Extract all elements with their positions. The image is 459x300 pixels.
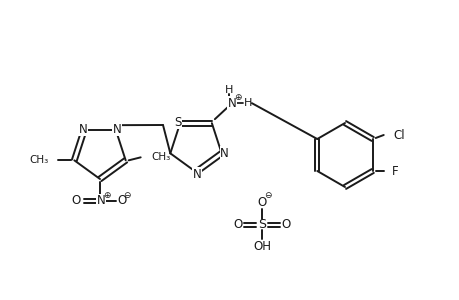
Text: O: O	[71, 194, 80, 208]
Text: N: N	[192, 167, 201, 181]
Text: N: N	[78, 123, 87, 136]
Text: OH: OH	[252, 241, 270, 254]
Text: H: H	[243, 98, 252, 108]
Text: Cl: Cl	[393, 128, 404, 142]
Text: S: S	[257, 218, 265, 232]
Text: O: O	[117, 194, 126, 208]
Text: N: N	[220, 147, 229, 160]
Text: CH₃: CH₃	[29, 155, 48, 165]
Text: O: O	[281, 218, 290, 232]
Text: ⊖: ⊖	[263, 191, 271, 200]
Text: N: N	[227, 97, 236, 110]
Text: F: F	[391, 164, 397, 178]
Text: ⊕: ⊕	[234, 93, 241, 102]
Text: ⊖: ⊖	[123, 190, 130, 200]
Text: ⊕: ⊕	[103, 190, 111, 200]
Text: S: S	[174, 116, 181, 129]
Text: H: H	[224, 85, 233, 95]
Text: CH₃: CH₃	[151, 152, 171, 162]
Text: N: N	[96, 194, 105, 208]
Text: O: O	[257, 196, 266, 209]
Text: O: O	[233, 218, 242, 232]
Text: N: N	[112, 123, 121, 136]
